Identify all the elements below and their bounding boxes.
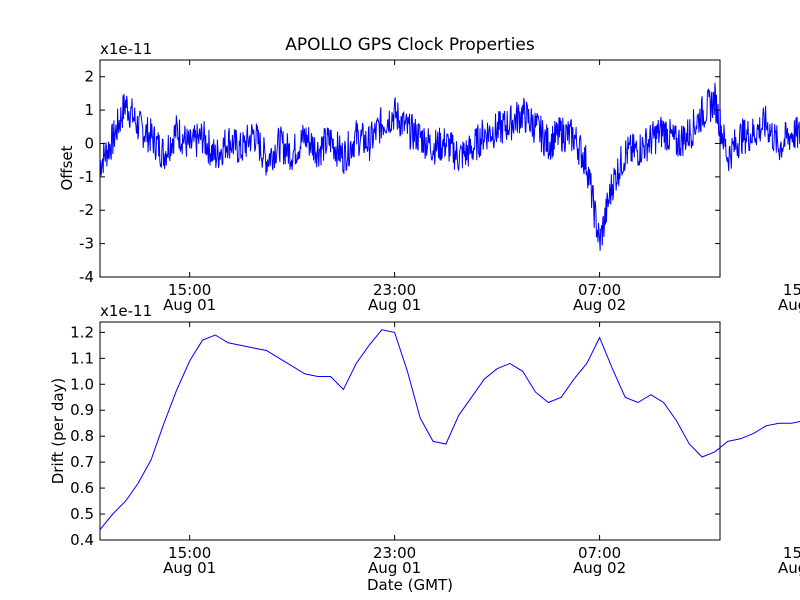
drift-plot-area [99,321,721,541]
offset-y-tick-label: -3 [79,235,94,253]
drift-scale-label: x1e-11 [100,302,152,320]
drift-y-tick-label: 0.9 [70,401,94,419]
offset-x-tick-date: Aug 01 [163,296,216,314]
drift-y-tick-label: 0.6 [70,479,94,497]
drift-y-tick-label: 0.4 [70,531,94,549]
offset-series-line [99,82,800,251]
drift-x-tick-time: 23:00 [373,544,416,562]
offset-y-tick-label: 1 [84,101,94,119]
drift-x-tick-time: 07:00 [578,544,621,562]
offset-x-tick-date: Aug 01 [368,296,421,314]
offset-x-tick-date: Aug 02 [573,296,626,314]
drift-x-tick-date: Aug 02 [778,559,800,577]
offset-y-tick-label: -1 [79,168,94,186]
drift-y-ticks: 0.4 0.5 0.6 0.7 0.8 0.9 1.0 1.1 1.2 [70,323,720,549]
figure-title: APOLLO GPS Clock Properties [285,35,535,55]
offset-x-tick-time: 07:00 [578,281,621,299]
drift-y-tick-label: 0.8 [70,427,94,445]
offset-y-tick-label: -2 [79,201,94,219]
offset-x-tick-date: Aug 02 [778,296,800,314]
drift-x-tick-time: 15:00 [783,544,800,562]
drift-y-tick-label: 0.7 [70,453,94,471]
drift-x-tick-date: Aug 01 [368,559,421,577]
offset-scale-label: x1e-11 [100,40,152,58]
drift-series-line [99,329,800,530]
drift-x-tick-time: 15:00 [168,544,211,562]
drift-y-axis-label: Drift (per day) [49,378,67,485]
drift-x-tick-date: Aug 02 [573,559,626,577]
offset-x-tick-time: 15:00 [168,281,211,299]
drift-y-tick-label: 1.2 [70,323,94,341]
drift-y-tick-label: 0.5 [70,505,94,523]
offset-y-tick-label: 2 [84,68,94,86]
offset-plot-area [99,59,721,278]
drift-y-tick-label: 1.0 [70,375,94,393]
offset-y-axis-label: Offset [58,145,76,190]
offset-y-tick-label: -4 [79,268,94,286]
offset-x-tick-time: 15:00 [783,281,800,299]
drift-y-tick-label: 1.1 [70,349,94,367]
offset-y-tick-label: 0 [84,134,94,152]
drift-x-tick-date: Aug 01 [163,559,216,577]
drift-x-axis-label: Date (GMT) [367,576,453,594]
offset-y-ticks: -4 -3 -2 -1 0 1 2 [79,68,720,286]
offset-x-tick-time: 23:00 [373,281,416,299]
